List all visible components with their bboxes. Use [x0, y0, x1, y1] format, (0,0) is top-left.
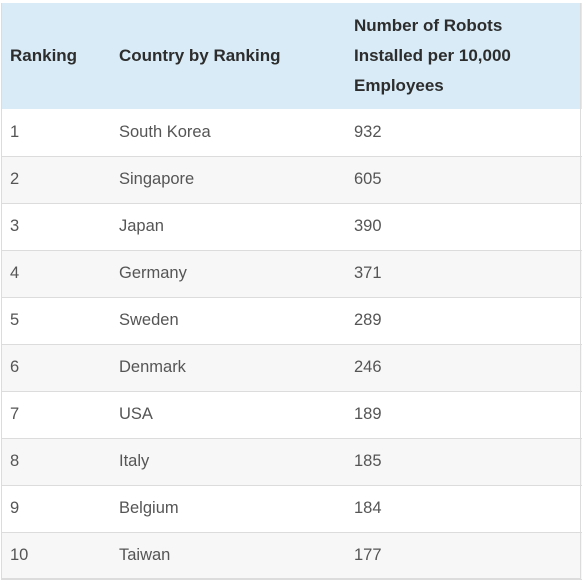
header-country: Country by Ranking	[119, 46, 281, 65]
rank-cell: 8	[10, 452, 20, 470]
robots-cell: 605	[354, 170, 382, 188]
robots-cell: 932	[354, 122, 382, 141]
robots-cell: 289	[354, 311, 382, 329]
header-row: Ranking Country by Ranking Number of Rob…	[1, 3, 582, 109]
robots-cell: 185	[354, 452, 382, 470]
country-cell: Japan	[119, 217, 164, 235]
robot-ranking-table: Ranking Country by Ranking Number of Rob…	[1, 3, 582, 580]
rank-cell: 10	[10, 546, 29, 564]
rank-cell: 7	[10, 405, 20, 423]
header-ranking: Ranking	[10, 46, 78, 65]
robots-cell: 390	[354, 217, 382, 235]
table-row: 7 USA 189	[1, 391, 582, 438]
table-row: 9 Belgium 184	[1, 485, 582, 532]
rank-cell: 2	[10, 170, 20, 188]
country-cell: USA	[119, 405, 153, 423]
robots-cell: 177	[354, 546, 382, 564]
country-cell: Taiwan	[119, 546, 171, 564]
header-robots-per-10000: Number of Robots Installed per 10,000 Em…	[345, 3, 582, 109]
table-row: 1 South Korea 932	[1, 109, 582, 156]
table-row: 3 Japan 390	[1, 203, 582, 250]
table-body: 1 South Korea 932 2 Singapore 605 3 Japan 390 4 Ge…	[1, 109, 582, 579]
robot-ranking-table-container: Ranking Country by Ranking Number of Rob…	[1, 3, 582, 580]
country-cell: Denmark	[119, 358, 186, 376]
rank-cell: 4	[10, 264, 20, 282]
table-row: 4 Germany 371	[1, 250, 582, 297]
robots-cell: 371	[354, 264, 382, 282]
country-cell: Germany	[119, 264, 187, 282]
table-row: 5 Sweden 289	[1, 297, 582, 344]
table-header: Ranking Country by Ranking Number of Rob…	[1, 3, 582, 109]
country-cell: South Korea	[119, 122, 211, 141]
rank-cell: 3	[10, 217, 20, 235]
robots-cell: 184	[354, 499, 382, 517]
rank-cell: 5	[10, 311, 20, 329]
rank-cell: 1	[10, 122, 20, 141]
table-row: 10 Taiwan 177	[1, 532, 582, 579]
country-cell: Belgium	[119, 499, 179, 517]
robots-cell: 246	[354, 358, 382, 376]
table-row: 6 Denmark 246	[1, 344, 582, 391]
country-cell: Italy	[119, 452, 150, 470]
country-cell: Sweden	[119, 311, 179, 329]
table-row: 2 Singapore 605	[1, 156, 582, 203]
country-cell: Singapore	[119, 170, 195, 188]
rank-cell: 9	[10, 499, 20, 517]
robots-cell: 189	[354, 405, 382, 423]
table-row: 8 Italy 185	[1, 438, 582, 485]
header-robots-text: Number of Robots Installed per 10,000 Em…	[354, 16, 511, 95]
rank-cell: 6	[10, 358, 20, 376]
